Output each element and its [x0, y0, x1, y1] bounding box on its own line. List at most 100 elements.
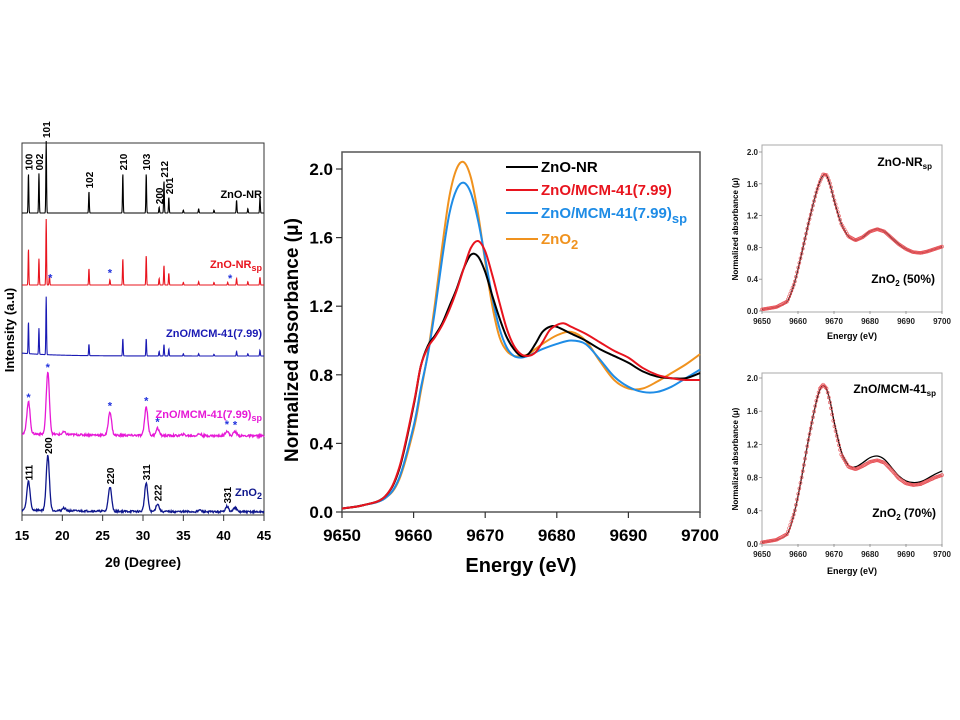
fit-marker [830, 189, 834, 194]
fit-marker [806, 438, 811, 442]
xrd-peak-label: 200 [155, 187, 166, 204]
fit-marker [813, 194, 818, 199]
fit-marker [838, 218, 842, 222]
xanes-y-tick-label: 0.4 [309, 434, 333, 453]
fit-marker [795, 497, 799, 502]
xrd-phase-marker: * [108, 400, 113, 412]
fit-bottom-y-axis-label: Normalized absorbance (μ) [731, 407, 740, 510]
xrd-y-axis-label: Intensity (a.u) [2, 288, 17, 373]
xanes-y-tick-label: 1.6 [309, 229, 333, 248]
fit-marker [825, 390, 830, 395]
fit-marker [826, 395, 831, 400]
fit-x-tick-label: 9670 [825, 550, 843, 559]
fit-marker [834, 206, 839, 211]
fit-marker [838, 448, 842, 452]
fit-marker [797, 261, 802, 265]
fit-marker [788, 522, 793, 527]
xanes-axes: 9650 9660 9670 9680 9690 9700 0.0 0.4 0.8 1.2 1.6 2… [309, 160, 719, 545]
xrd-x-tick-label: 30 [136, 528, 150, 543]
xrd-phase-marker: * [228, 273, 233, 285]
xrd-phase-marker: * [233, 420, 238, 432]
xrd-phase-marker: * [108, 268, 113, 280]
xanes-x-axis-label: Energy (eV) [465, 555, 576, 577]
fit-marker [829, 185, 833, 190]
fit-marker [893, 239, 898, 244]
fit-x-tick-label: 9670 [825, 317, 843, 326]
xrd-trace-2: ZnO/MCM-41(7.99) [21, 296, 264, 357]
fit-marker [796, 265, 801, 270]
fit-marker [812, 199, 816, 203]
xrd-peak-label: 201 [165, 177, 176, 194]
fit-marker [833, 202, 838, 207]
fit-marker [839, 452, 844, 457]
fit-bottom-plot-frame [761, 372, 943, 546]
xrd-phase-marker: * [155, 417, 160, 429]
xrd-peak-label: 220 [106, 467, 117, 484]
fit-y-tick-label: 0.0 [747, 540, 759, 549]
xanes-y-tick-label: 0.0 [309, 503, 333, 522]
fit-marker [834, 433, 839, 438]
xanes-x-tick-label: 9700 [681, 526, 719, 545]
fit-marker [815, 394, 820, 399]
xrd-phase-marker: * [26, 392, 31, 404]
fit-marker [828, 181, 832, 186]
fit-marker [803, 236, 807, 241]
xanes-legend-label: ZnO/MCM-41(7.99)sp [541, 205, 687, 226]
fit-marker [826, 178, 831, 183]
xanes-y-tick-label: 2.0 [309, 160, 333, 179]
xrd-line-1 [22, 218, 264, 286]
fit-top-series-group [760, 172, 944, 312]
fit-y-tick-label: 0.8 [747, 474, 759, 483]
xanes-x-tick-label: 9690 [609, 526, 647, 545]
fit-marker [810, 208, 814, 212]
xrd-line-0 [22, 140, 264, 214]
fit-marker [833, 429, 838, 433]
fit-y-tick-label: 0.4 [747, 507, 759, 516]
fit-marker [816, 183, 821, 188]
fit-marker [791, 512, 796, 517]
xanes-x-tick-label: 9660 [395, 526, 433, 545]
fit-marker [891, 237, 896, 242]
fit-marker [829, 406, 833, 410]
fit-marker [804, 450, 808, 455]
fit-marker [853, 467, 857, 471]
fit-marker [800, 246, 805, 251]
xrd-x-tick-label: 35 [176, 528, 190, 543]
fit-top-sample-label: ZnO-NRsp [877, 155, 932, 171]
fit-marker [890, 236, 894, 241]
xrd-peak-label: 200 [44, 437, 55, 454]
fit-marker [832, 198, 837, 203]
fit-top-x-axis-label: Energy (eV) [827, 331, 877, 341]
fit-marker [836, 438, 840, 443]
fit-marker [797, 486, 802, 491]
experimental-curve-0 [761, 173, 943, 311]
xrd-phase-marker: * [144, 395, 149, 407]
fit-marker [840, 223, 845, 228]
fit-y-tick-label: 1.2 [747, 212, 759, 221]
fit-y-tick-label: 1.2 [747, 440, 759, 449]
fit-marker [892, 238, 897, 243]
fit-marker [814, 399, 819, 403]
xrd-peak-label: 111 [25, 464, 36, 480]
fit-marker [807, 217, 812, 221]
xanes-series-group [341, 160, 701, 510]
xrd-peak-label: 100 [25, 153, 36, 170]
fit-marker [802, 463, 806, 467]
fit-y-tick-label: 2.0 [747, 148, 759, 157]
fit-y-tick-label: 0.8 [747, 243, 759, 252]
xrd-series-label: ZnO-NR [220, 189, 262, 201]
xrd-phase-marker: * [48, 272, 53, 284]
fit-marker [799, 475, 804, 480]
fit-bottom-fraction-label: ZnO2 (70%) [872, 506, 936, 522]
xrd-peak-label: 331 [223, 486, 234, 503]
xrd-peak-label: 102 [85, 171, 96, 188]
fit-marker [888, 234, 892, 239]
fit-marker [831, 418, 836, 423]
xrd-x-tick-label: 20 [55, 528, 69, 543]
fit-bottom-x-axis-label: Energy (eV) [827, 566, 877, 576]
fit-marker [828, 400, 832, 405]
xanes-x-tick-label: 9680 [538, 526, 576, 545]
